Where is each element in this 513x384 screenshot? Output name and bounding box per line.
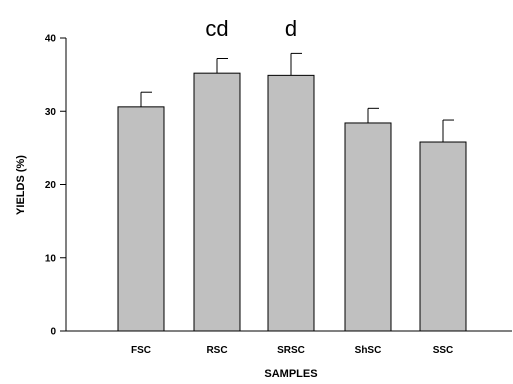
x-axis-title: SAMPLES: [264, 368, 317, 379]
x-tick-label: ShSC: [355, 345, 382, 356]
bars-layer: [117, 72, 467, 332]
x-tick-label: RSC: [206, 345, 227, 356]
x-tick-label: FSC: [131, 345, 151, 356]
x-tick-label: SSC: [433, 345, 454, 356]
y-tick-label: 0: [50, 327, 56, 338]
y-tick-label: 20: [45, 180, 57, 191]
significance-label-srsc: d: [285, 16, 297, 41]
labels-layer: FSC RSC SRSC ShSC SSC 0 10 20 30 40 cd d: [45, 16, 453, 356]
y-tick-label: 40: [45, 34, 57, 45]
y-axis-title: YIELDS (%): [15, 155, 27, 215]
bar-rsc: [193, 72, 241, 332]
bar-srsc: [267, 74, 315, 332]
bar-ssc: [419, 141, 467, 332]
y-tick-label: 10: [45, 253, 57, 264]
bar-fsc: [117, 106, 165, 332]
axes-layer: [60, 37, 512, 332]
y-tick-label: 30: [45, 107, 57, 118]
error-bars-layer: [140, 52, 454, 143]
significance-label-rsc: cd: [205, 16, 228, 41]
x-tick-label: SRSC: [277, 345, 305, 356]
bar-shsc: [344, 122, 392, 332]
